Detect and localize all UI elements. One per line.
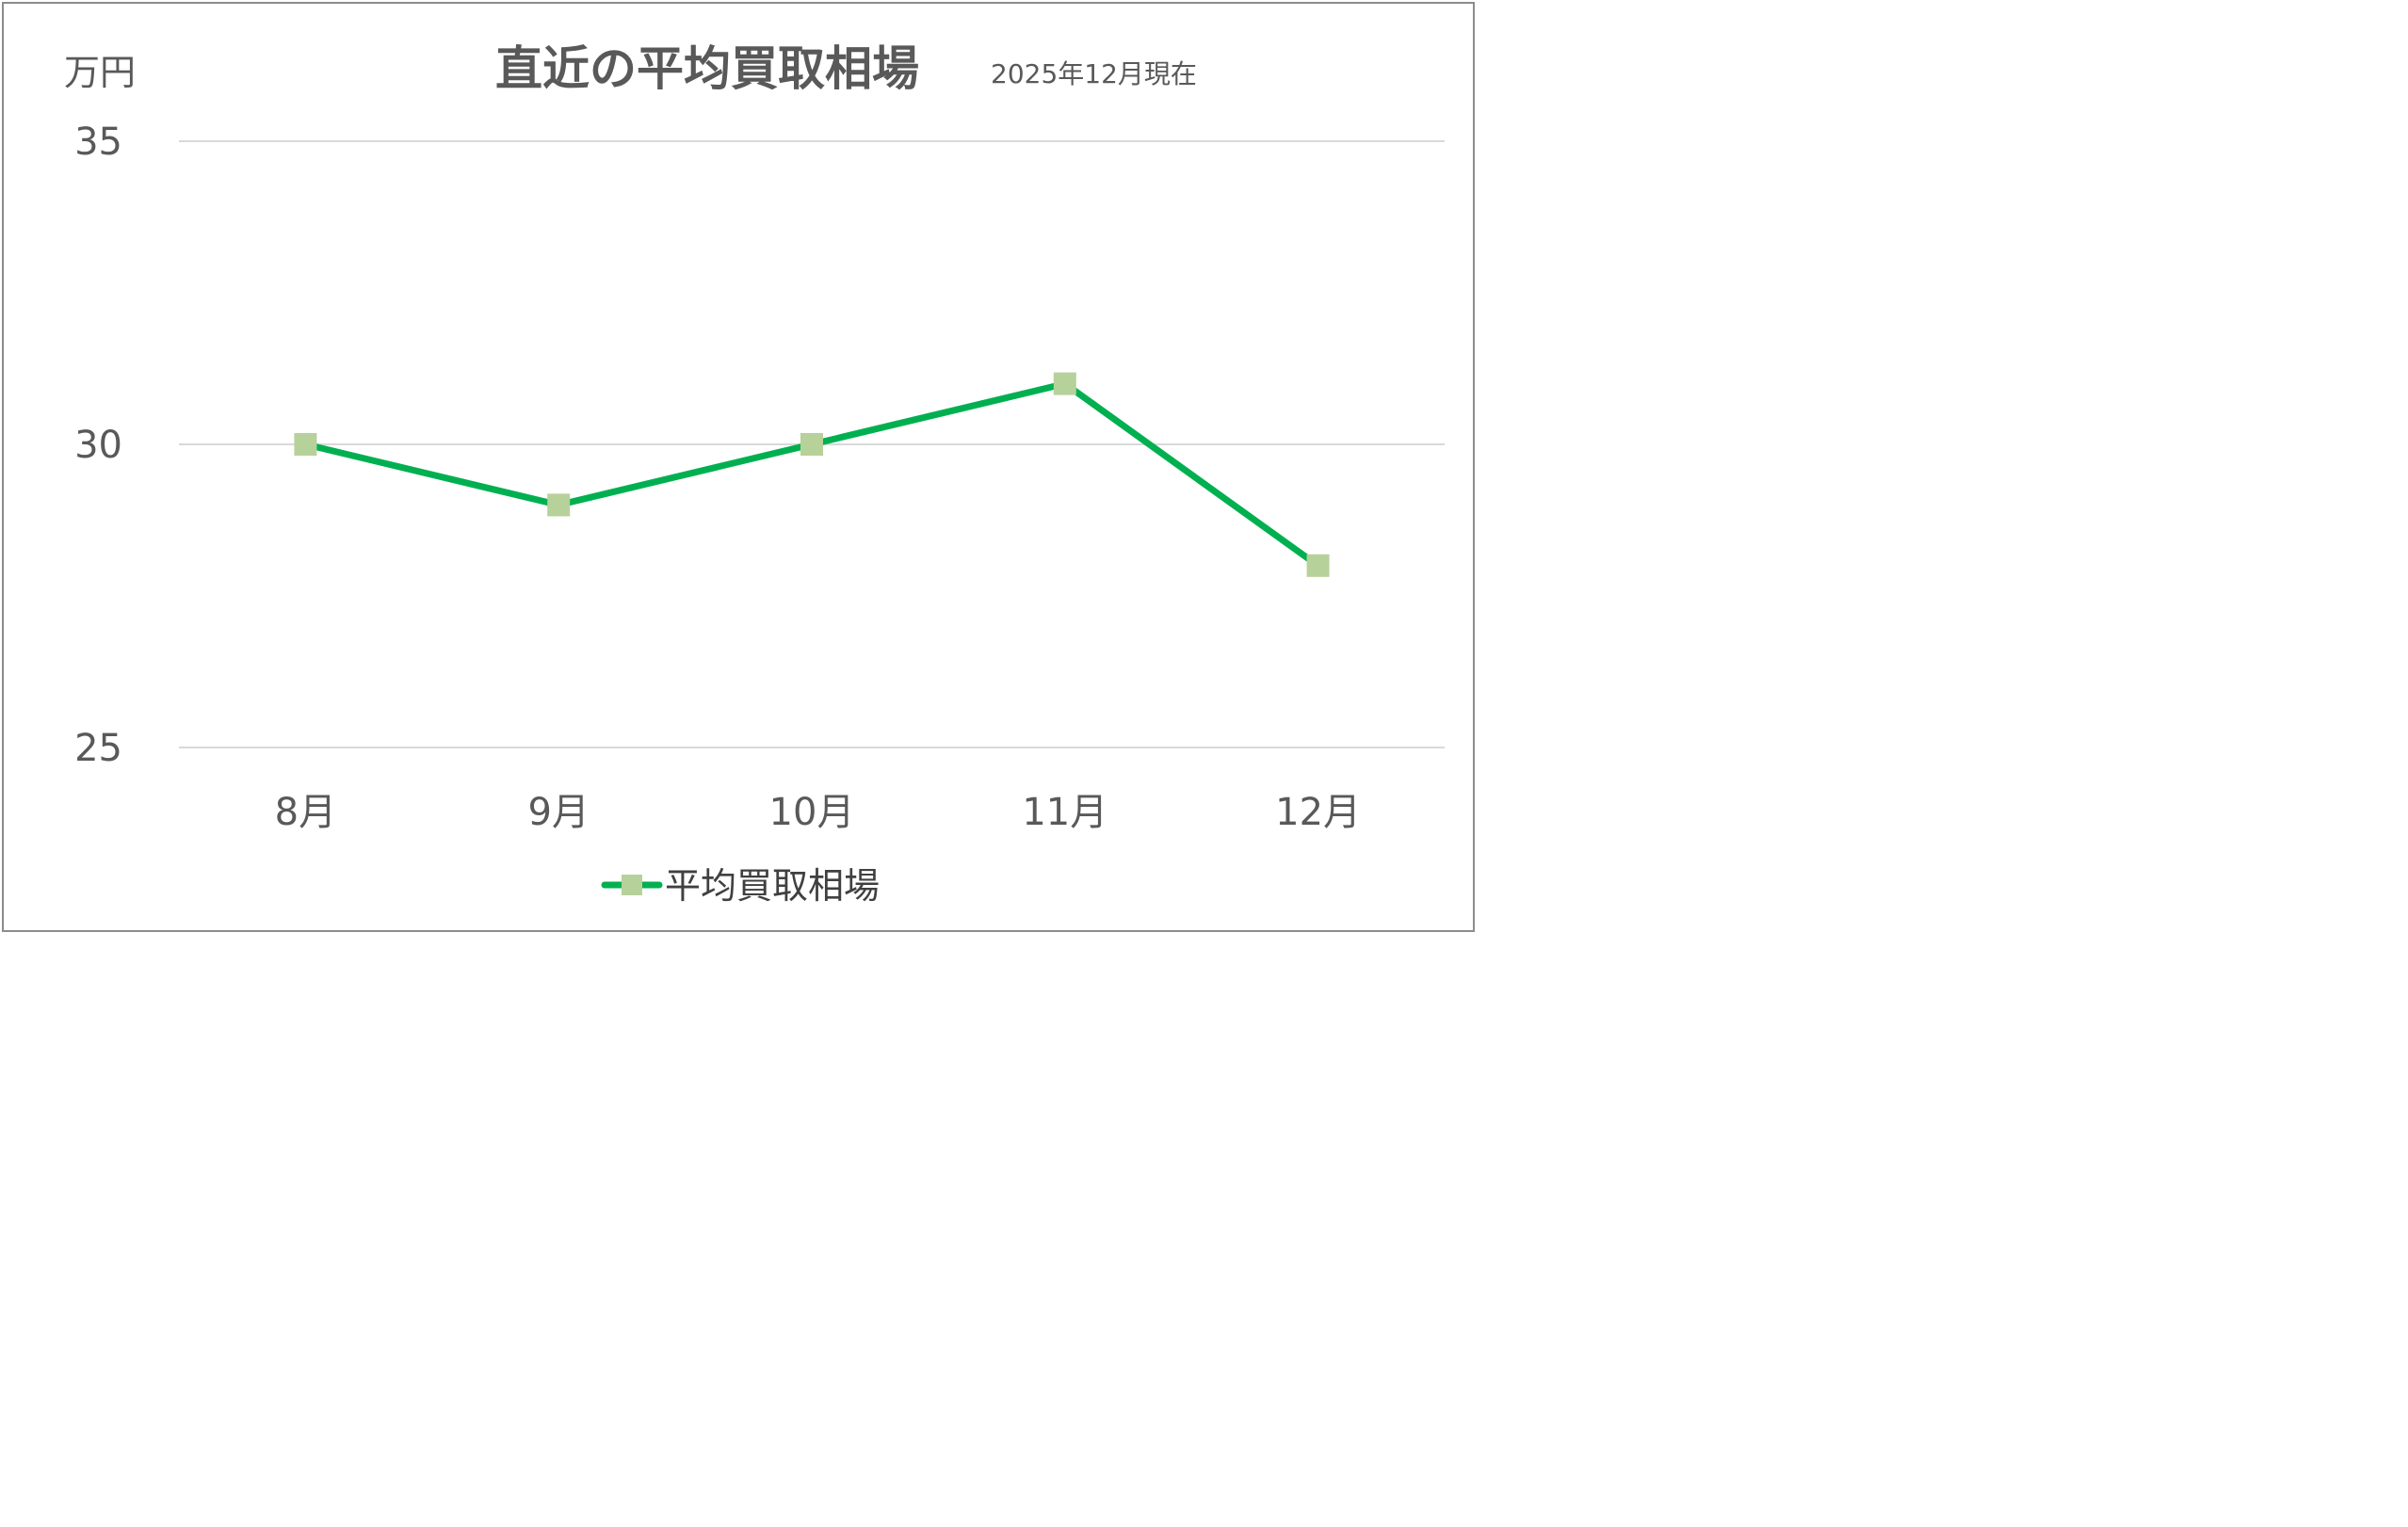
- series-layer: [294, 372, 1330, 577]
- chart-subtitle: 2025年12月現在: [991, 58, 1197, 89]
- legend-label: 平均買取相場: [665, 865, 880, 907]
- series-line: [301, 380, 1322, 570]
- y-axis-tick-labels: 25 30 35: [74, 121, 122, 770]
- data-point-marker: [1053, 372, 1076, 395]
- data-point-marker: [294, 433, 317, 456]
- data-point-marker: [800, 433, 823, 456]
- x-axis-tick-labels: 8月 9月 10月 11月 12月: [275, 791, 1361, 834]
- y-tick-label: 30: [74, 424, 122, 467]
- line-chart: 直近の平均買取相場 2025年12月現在 万円 25 30 35 8月 9月 10月 11…: [64, 41, 1445, 907]
- y-tick-label: 25: [74, 727, 122, 770]
- chart-frame: 直近の平均買取相場 2025年12月現在 万円 25 30 35 8月 9月 10月 11…: [2, 2, 1475, 932]
- y-axis-unit-label: 万円: [64, 52, 136, 93]
- chart-title: 直近の平均買取相場: [495, 41, 919, 96]
- y-tick-label: 35: [74, 121, 122, 164]
- x-tick-label: 10月: [769, 791, 855, 834]
- data-point-marker: [1306, 554, 1330, 577]
- legend-marker-swatch: [622, 875, 642, 895]
- x-tick-label: 12月: [1275, 791, 1361, 834]
- data-point-marker: [547, 493, 571, 517]
- legend: 平均買取相場: [601, 865, 880, 907]
- x-tick-label: 8月: [275, 791, 336, 834]
- x-tick-label: 11月: [1022, 791, 1107, 834]
- x-tick-label: 9月: [527, 791, 589, 834]
